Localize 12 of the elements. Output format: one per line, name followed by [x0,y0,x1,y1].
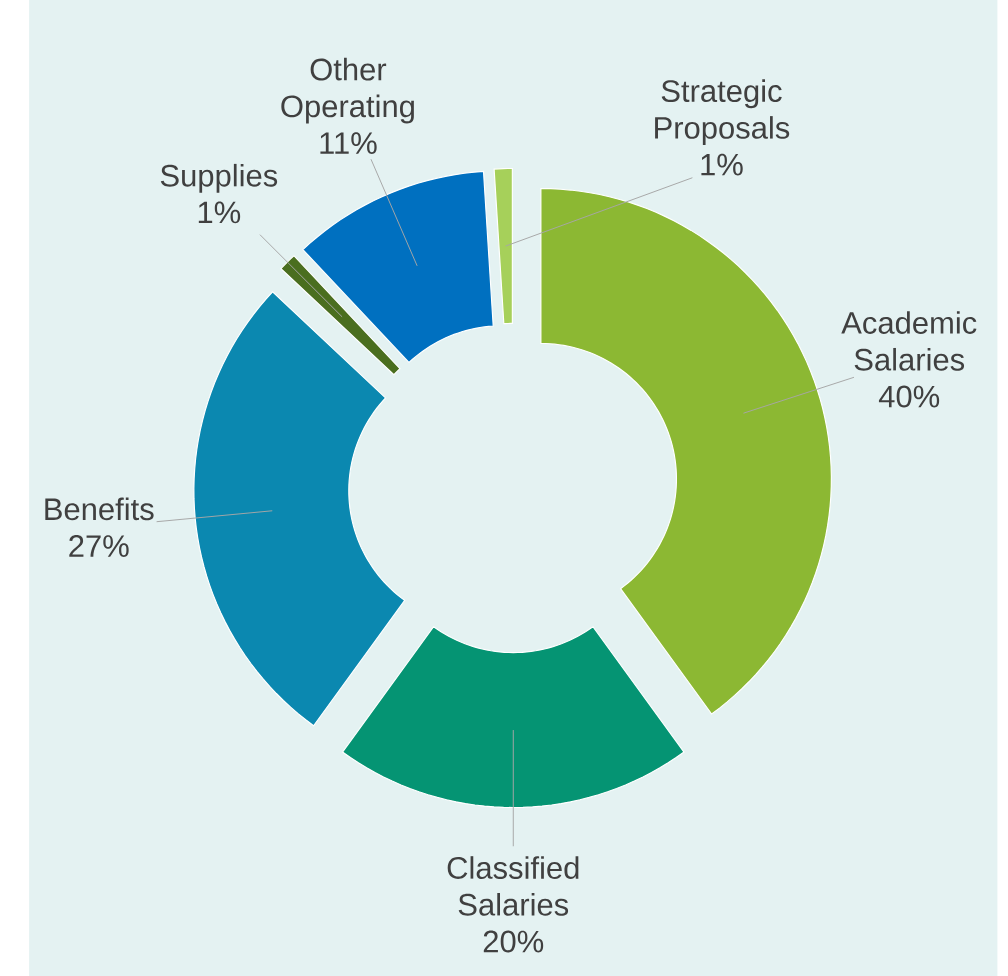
data-label: 20% [483,930,544,953]
slice-label: Other Operating [281,57,414,124]
slice-label: Benefits [45,497,154,521]
data-label: 40% [878,385,940,408]
data-label: 1% [701,153,743,176]
slice-label: Supplies [160,163,278,193]
slice-label: Academic Salaries [841,311,977,371]
data-label: 11% [320,132,377,154]
slice-label: Strategic Proposals [655,79,790,145]
data-label: 27% [69,535,129,557]
slice-label: Classified Salaries [447,856,579,916]
data-label: 1% [198,201,241,224]
